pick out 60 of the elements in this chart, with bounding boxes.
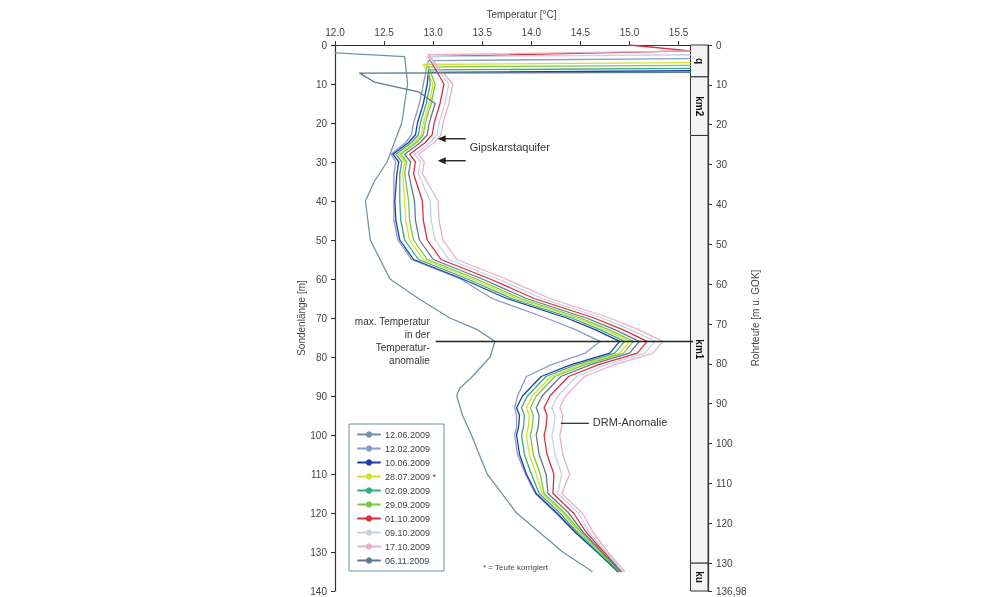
band-label: km2 [693,96,705,117]
legend-label: 06.11.2009 [385,555,430,566]
y2-tick-label: 30 [716,159,728,171]
x-axis-title: Temperatur [°C] [486,8,557,20]
y-tick-label: 10 [315,78,328,90]
line-series [334,52,593,573]
legend-label: 12.02.2009 [385,443,431,454]
legend-label: 29.09.2009 [385,499,431,510]
x-tick-label: 12.5 [374,26,395,38]
y-tick-label: 100 [310,429,328,441]
legend-label: 01.10.2009 [385,513,431,524]
x-tick-label: 15.0 [619,26,640,38]
x-tick-label: 12.0 [325,26,346,38]
legend-label: 10.06.2009 [385,457,431,468]
y2-tick-label: 80 [716,358,728,370]
y2-axis-title: Rohrteufe [m u. GOK] [749,269,761,367]
y-tick-label: 80 [315,351,328,363]
y-tick-label: 70 [315,312,328,324]
x-tick-label: 14.5 [570,26,591,38]
y-tick-label: 30 [315,156,328,168]
y-axis-title: Sondenlänge [m] [295,279,307,356]
y-tick-label: 90 [315,390,328,402]
x-tick-label: 14.0 [521,26,542,38]
y-tick-label: 50 [315,234,328,246]
legend-label: 12.06.2009 [385,429,431,440]
y2-tick-label: 50 [716,238,728,250]
annotation: DRM-Anomalie [592,415,668,428]
y-tick-label: 0 [321,39,328,51]
band-label: q [693,57,705,64]
y2-tick-label: 120 [716,517,734,529]
y2-tick-label: 100 [716,438,734,450]
legend-label: 28.07.2009 * [385,471,437,482]
y-tick-label: 40 [315,195,328,207]
y2-tick-label: 0 [716,39,722,51]
legend-label: 17.10.2009 [385,541,431,552]
y-tick-label: 130 [310,546,328,558]
y2-tick-label: 130 [716,557,734,569]
y-tick-label: 110 [311,468,328,480]
y-tick-label: 120 [310,507,328,519]
y-tick-label: 60 [315,273,328,285]
ref-line-label: max. Temperatur in der Temperatur-anomalie [354,316,431,367]
y2-tick-label: 60 [716,278,728,290]
y2-tick-label: 20 [716,119,728,131]
legend-label: 02.09.2009 [385,485,431,496]
y2-tick-label: 70 [716,318,728,330]
y2-tick-label: 40 [716,198,728,210]
legend-label: 09.10.2009 [385,527,431,538]
band-label: ku [693,571,705,583]
x-tick-label: 13.5 [472,26,493,38]
y-tick-label: 20 [315,117,328,129]
y2-tick-label: 10 [716,79,728,91]
y2-tick-label: 136,98 [716,585,748,597]
annotation: Gipskarstaquifer [469,141,551,154]
annotation: * = Teufe korrigiert [483,562,549,572]
y2-tick-label: 110 [716,477,733,489]
band-label: km1 [693,339,705,360]
y2-tick-label: 90 [716,398,728,410]
y-tick-label: 140 [310,585,328,597]
x-tick-label: 15.5 [668,26,689,38]
x-tick-label: 13.0 [423,26,444,38]
